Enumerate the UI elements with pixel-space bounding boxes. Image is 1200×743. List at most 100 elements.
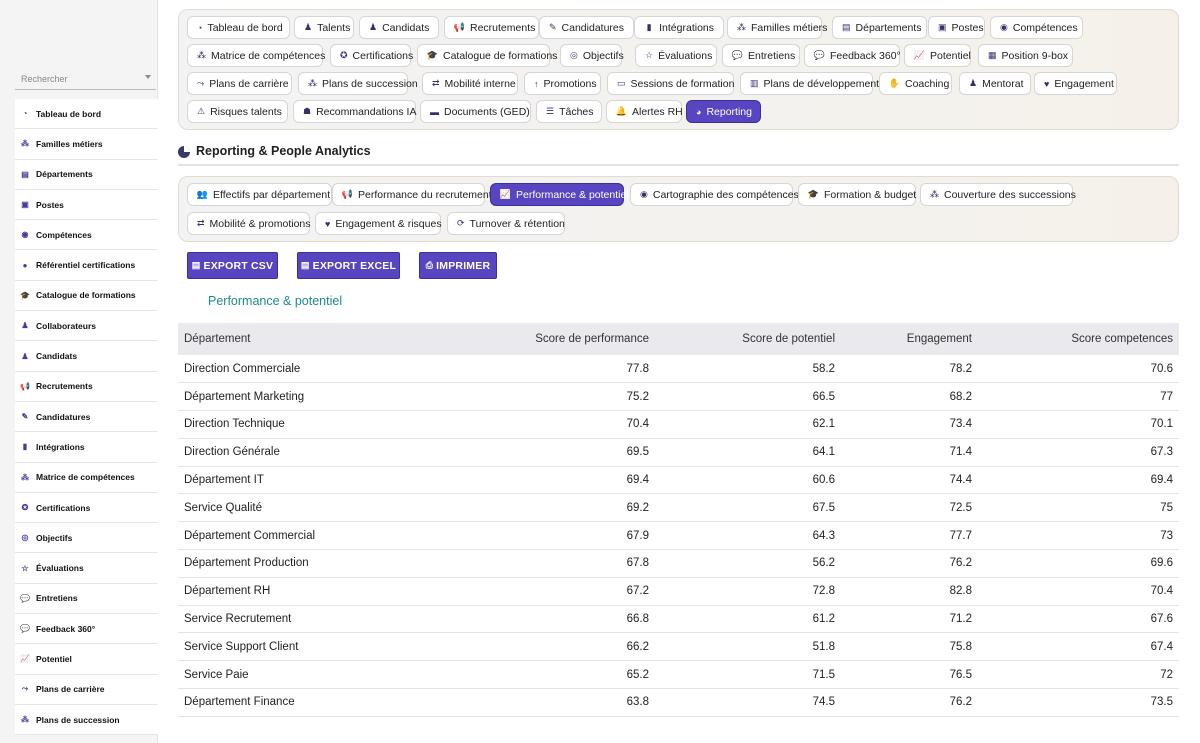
module-tab[interactable]: ⚠ Risques talents xyxy=(187,100,288,123)
sidebar-item[interactable]: ✎ Candidatures xyxy=(15,402,158,433)
sidebar-item[interactable]: 📈 Potentiel xyxy=(15,644,158,675)
comments-icon: 💬 xyxy=(731,50,744,60)
graduation-cap-icon: 🎓 xyxy=(807,189,820,199)
module-tab[interactable]: ▬ Documents (GED) xyxy=(420,100,531,123)
column-header[interactable]: Score competences xyxy=(978,323,1179,355)
score-cell: 75 xyxy=(978,493,1179,523)
table-header-row: Département Score de performance Score d… xyxy=(178,323,1179,355)
score-cell: 61.2 xyxy=(655,605,841,634)
pie-chart-icon xyxy=(178,146,190,158)
building-icon: ▤ xyxy=(21,169,29,179)
module-tab[interactable]: ◕ Reporting xyxy=(686,100,761,123)
score-cell: 56.2 xyxy=(655,549,841,578)
sidebar-item[interactable]: 💬 Feedback 360° xyxy=(15,614,158,645)
column-header[interactable]: Engagement xyxy=(841,323,978,355)
sitemap-icon: ⁂ xyxy=(21,139,29,149)
print-button[interactable]: ⎙ IMPRIMER xyxy=(419,252,497,279)
sidebar-item-label: Objectifs xyxy=(36,532,73,543)
sidebar-item[interactable]: 🎓 Catalogue de formations xyxy=(15,281,158,312)
module-tab[interactable]: ▣ Postes xyxy=(928,16,985,39)
report-tab[interactable]: ⇄ Mobilité & promotions xyxy=(187,212,311,235)
module-tab[interactable]: ◉ Compétences xyxy=(990,16,1083,39)
sidebar-item[interactable]: ● Référentiel certifications xyxy=(15,250,158,281)
graduation-cap-icon: 🎓 xyxy=(20,290,30,300)
report-tab[interactable]: ♥ Engagement & risques xyxy=(315,212,442,235)
sidebar-item[interactable]: ⁂ Plans de succession xyxy=(15,705,158,736)
module-tab[interactable]: ⤳ Plans de carrière xyxy=(187,72,292,95)
score-cell: 73.5 xyxy=(978,688,1179,717)
module-tab[interactable]: ✪ Certifications xyxy=(330,44,413,67)
column-header[interactable]: Score de performance xyxy=(508,323,655,355)
sidebar-item[interactable]: ☆ Évaluations xyxy=(15,553,158,584)
module-tab[interactable]: 💬 Feedback 360° xyxy=(804,44,901,67)
table-row: Service Recrutement 66.8 61.2 71.2 67.6 xyxy=(178,605,1179,634)
module-tab[interactable]: ✋ Coaching xyxy=(879,72,952,95)
module-tab[interactable]: 📢 Recrutements xyxy=(444,16,539,39)
report-tab[interactable]: 👥 Effectifs par département xyxy=(187,183,332,206)
module-tab[interactable]: ◔ Tableau de bord xyxy=(187,16,290,39)
module-tab[interactable]: ✎ Candidatures xyxy=(539,16,634,39)
sidebar-item[interactable]: ◎ Objectifs xyxy=(15,523,158,554)
sidebar-item[interactable]: ⁂ Matrice de compétences xyxy=(15,463,158,493)
sidebar-item[interactable]: ▤ Départements xyxy=(15,160,158,190)
module-tab[interactable]: ▥ Plans de développement xyxy=(740,72,879,95)
module-tab[interactable]: ⁂ Familles métiers xyxy=(727,16,827,39)
sidebar-item[interactable]: ⁂ Familles métiers xyxy=(15,129,158,160)
score-cell: 70.4 xyxy=(978,577,1179,606)
brain-icon: ◉ xyxy=(21,230,29,240)
score-cell: 66.2 xyxy=(508,632,655,662)
module-tab[interactable]: 📈 Potentiel xyxy=(904,44,971,67)
module-tab[interactable]: ☆ Évaluations xyxy=(635,44,717,67)
module-tab[interactable]: ♟ Talents xyxy=(294,16,354,39)
sync-icon: ⟳ xyxy=(457,218,465,228)
module-tab[interactable]: ▭ Sessions de formation xyxy=(607,72,734,95)
sidebar-item-label: Catalogue de formations xyxy=(36,290,136,301)
export-csv-button[interactable]: ▤ EXPORT CSV xyxy=(187,252,278,279)
report-tab[interactable]: ⟳ Turnover & rétention xyxy=(447,212,565,235)
sidebar-search-select[interactable]: Rechercher xyxy=(15,68,156,90)
report-tab[interactable]: 🎓 Formation & budget xyxy=(798,183,916,206)
module-tab[interactable]: ◎ Objectifs xyxy=(560,44,624,67)
sidebar-item[interactable]: ◉ Compétences xyxy=(15,220,158,251)
module-tab[interactable]: ▮ Intégrations xyxy=(634,16,724,39)
module-tab[interactable]: ⁂ Plans de succession xyxy=(298,72,418,95)
sidebar-item-label: Collaborateurs xyxy=(36,320,96,331)
report-tab[interactable]: ◉ Cartographie des compétences xyxy=(630,183,799,206)
module-tab[interactable]: ⁂ Matrice de compétences xyxy=(187,44,325,67)
report-tab[interactable]: ⁂ Couverture des successions xyxy=(920,183,1076,206)
report-tab[interactable]: 📢 Performance du recrutement xyxy=(332,183,492,206)
module-tab[interactable]: ▦ Position 9-box xyxy=(978,44,1073,67)
module-tab[interactable]: ♟ Mentorat xyxy=(959,72,1031,95)
sidebar-item[interactable]: ▣ Postes xyxy=(15,190,158,221)
sidebar-item[interactable]: ▮ Intégrations xyxy=(15,432,158,463)
sidebar-item[interactable]: 📢 Recrutements xyxy=(15,372,158,402)
score-cell: 68.2 xyxy=(841,382,978,412)
search-placeholder: Rechercher xyxy=(21,74,68,84)
module-tab[interactable]: ♟ Candidats xyxy=(359,16,439,39)
award-icon: ✪ xyxy=(21,503,29,512)
module-tab[interactable]: ⇄ Mobilité interne xyxy=(422,72,518,95)
column-header[interactable]: Score de potentiel xyxy=(655,323,841,355)
module-tab[interactable]: 🎓 Catalogue de formations xyxy=(417,44,557,67)
export-excel-button[interactable]: ▤ EXPORT EXCEL xyxy=(297,252,400,279)
sidebar-item[interactable]: ✪ Certifications xyxy=(15,493,158,524)
sidebar-item[interactable]: ◔ Tableau de bord xyxy=(15,99,158,130)
score-cell: 73.4 xyxy=(841,410,978,439)
column-header[interactable]: Département xyxy=(178,323,508,355)
module-tab-label: Alertes RH xyxy=(632,105,683,118)
module-tab[interactable]: ☰ Tâches xyxy=(536,100,602,123)
sidebar-item[interactable]: ♟ Collaborateurs xyxy=(15,311,158,342)
module-tab[interactable]: ↑ Promotions xyxy=(524,72,601,95)
sidebar-item[interactable]: 💬 Entretiens xyxy=(15,584,158,615)
module-tab[interactable]: 💬 Entretiens xyxy=(722,44,800,67)
module-tab[interactable]: ▤ Départements xyxy=(832,16,927,39)
module-tab[interactable]: 🔔 Alertes RH xyxy=(606,100,683,123)
report-tab[interactable]: 📈 Performance & potentiel xyxy=(490,183,629,206)
sidebar-item[interactable]: ♟ Candidats xyxy=(15,341,158,372)
module-tab[interactable]: ☗ Recommandations IA xyxy=(293,100,416,123)
module-tab[interactable]: ♥ Engagement xyxy=(1034,72,1117,95)
user-plus-icon: ♟ xyxy=(21,351,29,361)
department-cell: Direction Technique xyxy=(178,410,508,439)
score-cell: 75.2 xyxy=(508,382,655,412)
sidebar-item[interactable]: ⤳ Plans de carrière xyxy=(15,675,158,705)
